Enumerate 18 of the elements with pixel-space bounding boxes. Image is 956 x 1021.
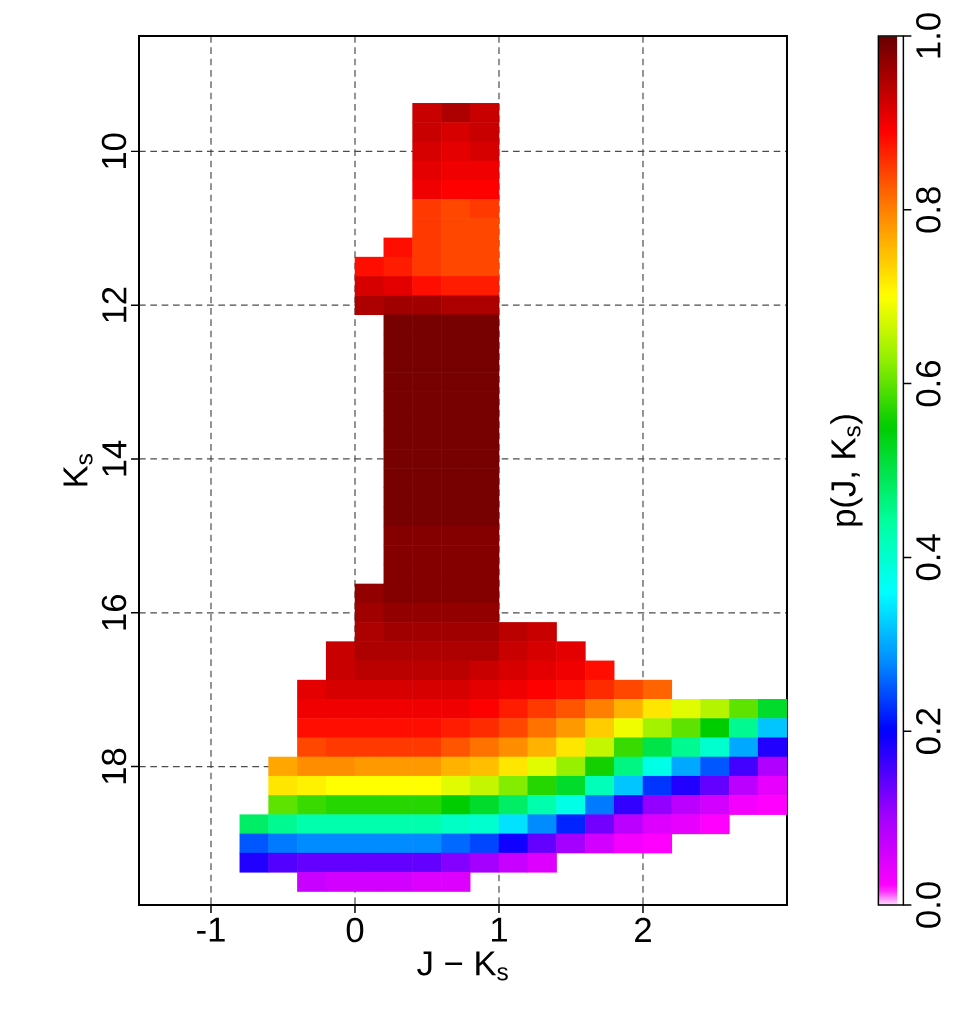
x-tick-label: 2	[635, 917, 651, 942]
color-bar-label: 0.2	[916, 708, 941, 754]
color-bar-label: 1.0	[916, 13, 941, 58]
x-axis-title: J − K$_{s}$	[417, 951, 508, 981]
x-tick-label: 1	[491, 917, 507, 942]
color-bar-label: 0.8	[916, 187, 941, 233]
y-tick-label: 14	[102, 440, 127, 476]
y-axis-title: K$_{s}$	[63, 454, 93, 486]
y-tick-label: 18	[101, 748, 127, 784]
y-tick-label: 12	[102, 287, 127, 322]
color-bar-title: p(J, K$_{s}$)	[830, 415, 863, 526]
color-bar-label: 0.6	[916, 361, 941, 407]
y-tick-label: 16	[101, 595, 127, 630]
color-bar-label: 0.4	[916, 534, 941, 581]
x-tick-label: 0	[346, 917, 364, 943]
x-tick-label: -1	[197, 917, 225, 942]
y-tick-label: 10	[101, 133, 127, 169]
color-bar-label: 0.0	[916, 882, 941, 928]
